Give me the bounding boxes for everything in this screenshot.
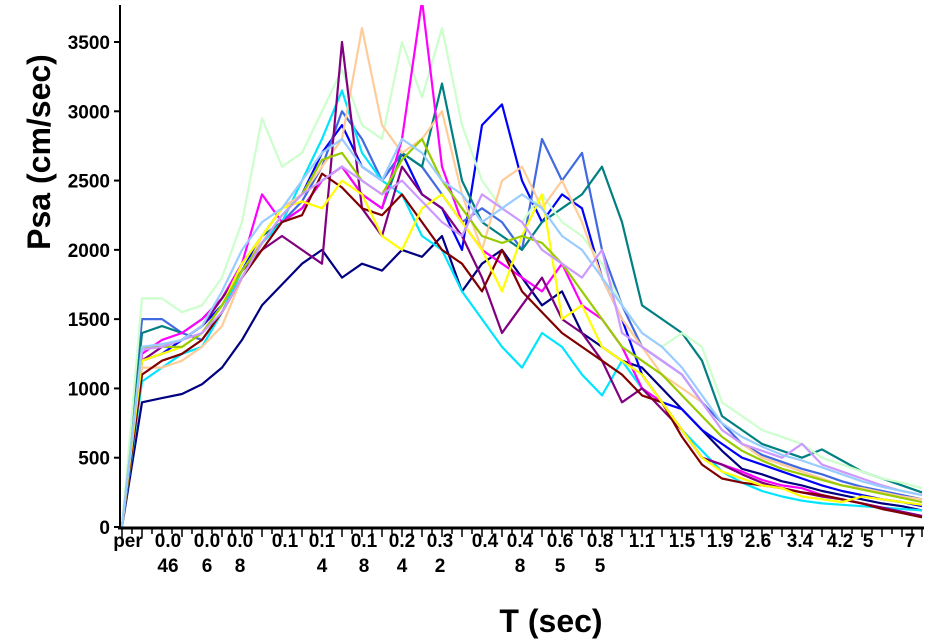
series-line-10 bbox=[121, 172, 923, 528]
x-tick-label: 0.2 4 bbox=[389, 531, 415, 577]
series-line-13 bbox=[121, 165, 923, 528]
x-tick-label: 0.1 8 bbox=[351, 531, 378, 577]
series-line-3 bbox=[121, 110, 923, 528]
y-tick-label: 3500 bbox=[68, 33, 110, 54]
y-tick-label: 1000 bbox=[68, 379, 110, 400]
y-ticks: 0 500 1000 1500 2000 2500 3000 3500 bbox=[68, 33, 120, 539]
y-tick-label: 2500 bbox=[68, 172, 110, 193]
y-tick-label: 2000 bbox=[68, 241, 110, 262]
y-tick-label: 1500 bbox=[68, 310, 110, 331]
x-tick-label: 0.0 8 bbox=[227, 531, 253, 577]
x-tick-label: 1.1 bbox=[629, 531, 656, 552]
x-tick-label: 2.6 bbox=[745, 531, 771, 552]
y-tick-label: 3000 bbox=[68, 102, 110, 123]
x-tick-label: 7 bbox=[905, 531, 916, 552]
series-line-8 bbox=[121, 5, 923, 528]
series-line-9 bbox=[121, 40, 923, 528]
x-tick-label: 0.0 6 bbox=[194, 531, 220, 577]
series-lines bbox=[121, 5, 923, 528]
series-line-7 bbox=[121, 27, 923, 528]
x-tick-label: 0.1 bbox=[272, 531, 299, 552]
x-tick-label: 0.8 5 bbox=[587, 531, 613, 577]
x-tick-label: 1.5 bbox=[669, 531, 696, 552]
x-tick-label: 5 bbox=[863, 531, 874, 552]
x-tick-label: 0.0 46 bbox=[155, 531, 181, 577]
x-tick-label: 0.6 5 bbox=[547, 531, 573, 577]
x-tick-label: 1.9 bbox=[707, 531, 733, 552]
x-tick-label: 0.3 2 bbox=[427, 531, 453, 577]
series-line-12 bbox=[121, 137, 923, 528]
x-tick-label: 4.2 bbox=[827, 531, 853, 552]
x-tick-label: 0.1 4 bbox=[309, 531, 336, 577]
y-axis-label: Psa (cm/sec) bbox=[21, 54, 57, 250]
x-tick-label: 3.4 bbox=[787, 531, 814, 552]
x-ticks: per 0.0 46 0.0 6 0.0 8 0.1 0.1 4 0.1 8 0.2 4 0.3 2 0.4 0.… bbox=[113, 529, 923, 577]
x-axis-label: T (sec) bbox=[499, 603, 602, 639]
x-tick-label: per bbox=[113, 531, 143, 552]
x-tick-label: 0.4 bbox=[472, 531, 499, 552]
y-tick-label: 500 bbox=[78, 449, 110, 470]
x-tick-label: 0.4 8 bbox=[507, 531, 534, 577]
y-tick-label: 0 bbox=[99, 518, 110, 539]
series-line-14 bbox=[121, 137, 923, 528]
